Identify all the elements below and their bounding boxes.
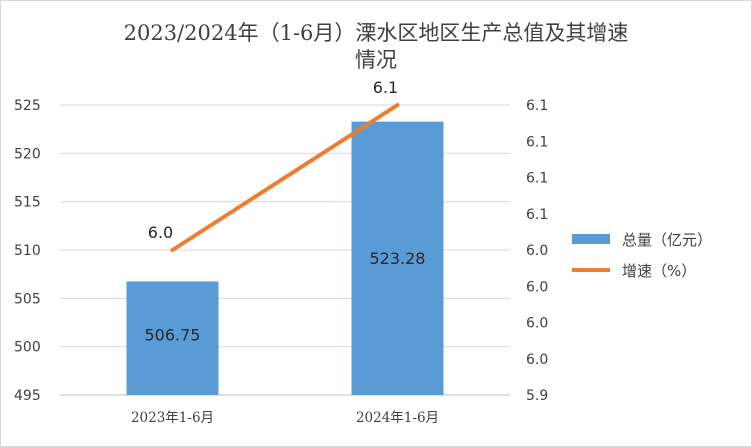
y-left-tick-label: 505 bbox=[14, 291, 41, 307]
legend-label: 增速（%） bbox=[622, 262, 696, 280]
legend-bar-swatch bbox=[572, 234, 610, 244]
y-right-tick-label: 6.0 bbox=[526, 279, 548, 295]
line-data-label: 6.0 bbox=[148, 223, 173, 242]
line-data-label: 6.1 bbox=[373, 78, 398, 97]
bar-1 bbox=[126, 281, 219, 395]
bar-data-label: 523.28 bbox=[370, 249, 426, 268]
y-right-tick-label: 6.1 bbox=[526, 171, 548, 187]
y-left-tick-label: 525 bbox=[14, 98, 41, 114]
y-left-tick-label: 510 bbox=[14, 243, 41, 259]
y-left-tick-label: 495 bbox=[14, 388, 41, 404]
y-right-tick-label: 6.1 bbox=[526, 98, 548, 114]
chart-title-line: 情况 bbox=[355, 48, 397, 72]
growth-rate-line bbox=[170, 103, 400, 252]
y-right-tick-label: 6.0 bbox=[526, 243, 548, 259]
bar-2 bbox=[351, 121, 444, 396]
y-right-tick-label: 6.0 bbox=[526, 316, 548, 332]
legend-label: 总量（亿元） bbox=[622, 231, 712, 249]
y-right-tick-label: 6.1 bbox=[526, 207, 548, 223]
y-right-tick-label: 6.1 bbox=[526, 134, 548, 150]
y-right-tick-label: 6.0 bbox=[526, 352, 548, 368]
x-tick-label: 2023年1-6月 bbox=[131, 410, 214, 426]
x-tick-label: 2024年1-6月 bbox=[356, 410, 439, 426]
y-left-tick-label: 520 bbox=[14, 146, 41, 162]
y-left-tick-label: 515 bbox=[14, 195, 41, 211]
chart-title-line: 2023/2024年（1-6月）溧水区地区生产总值及其增速 bbox=[124, 21, 629, 45]
y-right-tick-label: 5.9 bbox=[526, 388, 548, 404]
bar-data-label: 506.75 bbox=[145, 325, 201, 344]
y-left-tick-label: 500 bbox=[14, 340, 41, 356]
